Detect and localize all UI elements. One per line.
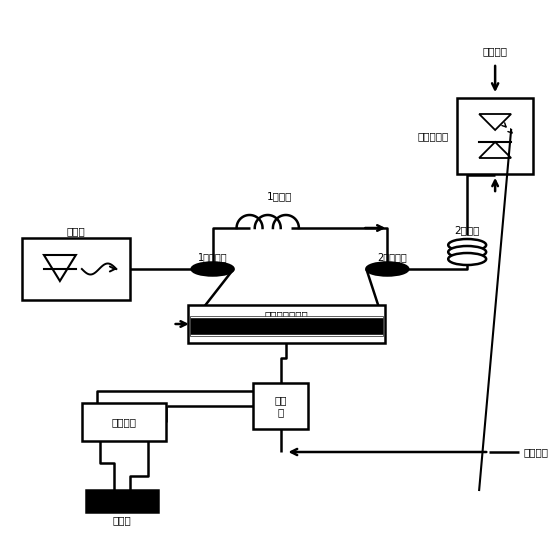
Bar [86, 490, 158, 512]
Polygon shape [479, 142, 511, 158]
Text: 2号光纤: 2号光纤 [455, 225, 480, 235]
Text: 光电探测器: 光电探测器 [418, 131, 449, 141]
Polygon shape [479, 114, 511, 130]
Text: 热电偶: 热电偶 [113, 515, 131, 525]
Text: 适配电路: 适配电路 [112, 417, 137, 427]
Bar [457, 98, 533, 174]
Ellipse shape [191, 262, 234, 276]
Text: 1号光纤: 1号光纤 [267, 191, 292, 201]
Bar [253, 383, 309, 429]
Ellipse shape [448, 253, 486, 265]
Text: 微波输入: 微波输入 [523, 447, 548, 457]
Text: 微波输出: 微波输出 [483, 46, 508, 56]
Bar [188, 305, 385, 343]
Text: 偏置
器: 偏置 器 [274, 395, 287, 417]
Ellipse shape [448, 239, 486, 251]
Bar [191, 317, 382, 335]
Text: 2号耦合器: 2号耦合器 [377, 252, 407, 262]
Bar [22, 238, 130, 300]
Text: 1号耦合器: 1号耦合器 [198, 252, 228, 262]
Ellipse shape [366, 262, 408, 276]
Text: 电光相位调制器: 电光相位调制器 [265, 310, 309, 320]
Polygon shape [44, 255, 76, 281]
Bar [82, 403, 166, 441]
Ellipse shape [448, 246, 486, 258]
Text: 激光器: 激光器 [67, 226, 85, 236]
